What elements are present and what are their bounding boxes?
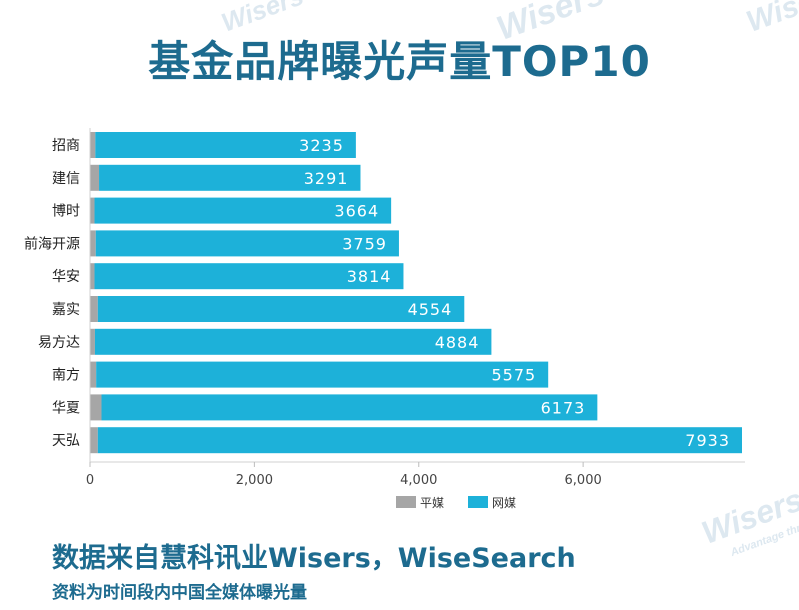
bar-print-8 [90, 394, 102, 421]
value-label-7: 5575 [491, 366, 536, 385]
bar-online-2 [94, 197, 392, 224]
category-label-9: 天弘 [52, 433, 80, 449]
value-labels: 3235 3291 3664 3759 3814 4554 4884 5575 6173 7933 [299, 136, 730, 450]
x-tick-label-2: 4,000 [400, 473, 437, 488]
bar-print-7 [90, 361, 97, 388]
value-label-3: 3759 [342, 234, 387, 253]
bar-print-4 [90, 263, 95, 290]
legend-swatch-1 [468, 496, 488, 508]
bar-print-3 [90, 230, 96, 257]
value-label-9: 7933 [685, 431, 730, 450]
value-label-0: 3235 [299, 136, 344, 155]
bar-online-1 [99, 164, 361, 191]
category-label-5: 嘉实 [52, 302, 80, 318]
bar-online-7 [96, 361, 549, 388]
bar-online-8 [101, 394, 598, 421]
x-tick-label-1: 2,000 [236, 473, 273, 488]
bar-print-1 [90, 164, 100, 191]
bar-online-9 [97, 427, 743, 454]
x-tick-label-0: 0 [86, 473, 94, 488]
bar-online-3 [95, 230, 399, 257]
chart-title: 基金品牌曝光声量TOP10 [148, 37, 651, 86]
legend-label-0: 平媒 [420, 496, 444, 510]
bar-print-2 [90, 197, 95, 224]
x-tick-label-3: 6,000 [565, 473, 602, 488]
category-label-4: 华安 [52, 269, 80, 285]
category-label-1: 建信 [52, 171, 80, 187]
legend: 平媒 网媒 [396, 496, 516, 510]
bar-print-6 [90, 328, 95, 355]
bar-online-6 [94, 328, 492, 355]
bar-print-9 [90, 427, 98, 454]
bar-print-0 [90, 132, 96, 158]
value-label-6: 4884 [435, 333, 480, 352]
category-label-3: 前海开源 [24, 235, 80, 252]
bar-online-5 [97, 296, 465, 322]
bars-group [90, 132, 743, 454]
legend-label-1: 网媒 [492, 496, 516, 510]
category-label-7: 南方 [52, 368, 80, 384]
footer-source: 数据来自慧科讯业Wisers，WiseSearch [52, 543, 576, 574]
footer-note: 资料为时间段内中国全媒体曝光量 [52, 583, 307, 603]
legend-swatch-0 [396, 496, 416, 508]
x-axis: 0 2,000 4,000 6,000 [86, 128, 745, 488]
category-label-8: 华夏 [52, 400, 80, 416]
bar-print-5 [90, 296, 98, 322]
value-label-8: 6173 [541, 398, 586, 417]
category-label-2: 博时 [52, 203, 80, 220]
bar-online-0 [95, 132, 356, 158]
category-label-6: 易方达 [38, 335, 80, 351]
bar-online-4 [94, 263, 404, 290]
category-label-0: 招商 [52, 138, 80, 154]
value-label-1: 3291 [304, 169, 349, 188]
value-label-2: 3664 [334, 202, 379, 221]
value-label-4: 3814 [347, 267, 392, 286]
value-label-5: 4554 [408, 300, 453, 319]
